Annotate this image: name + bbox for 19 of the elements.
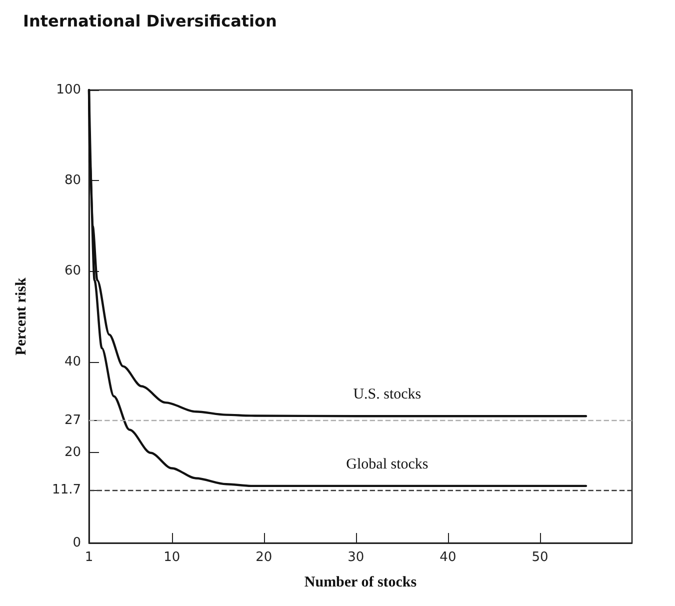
x-tick-label: 50 bbox=[532, 550, 548, 565]
y-tick-label: 80 bbox=[64, 173, 81, 188]
x-tick-label: 1 bbox=[84, 550, 94, 565]
x-tick-label: 20 bbox=[256, 550, 272, 565]
y-axis-title: Percent risk bbox=[14, 277, 30, 356]
series-label: U.S. stocks bbox=[353, 386, 422, 403]
x-tick-label: 10 bbox=[164, 550, 180, 565]
y-tick-label: 100 bbox=[56, 82, 81, 98]
y-tick-label: 40 bbox=[64, 354, 81, 370]
y-tick-label: 20 bbox=[64, 444, 81, 460]
y-tick-label: 11.7 bbox=[52, 482, 81, 498]
y-tick-label: 0 bbox=[72, 536, 81, 550]
y-tick-label: 27 bbox=[64, 413, 81, 428]
y-tick-label: 60 bbox=[64, 264, 81, 279]
x-tick-label: 30 bbox=[348, 550, 364, 565]
chart-title: International Diversification bbox=[23, 12, 277, 30]
x-tick-label: 40 bbox=[440, 550, 456, 565]
series-label: Global stocks bbox=[346, 456, 428, 472]
x-axis-title: Number of stocks bbox=[304, 574, 417, 590]
